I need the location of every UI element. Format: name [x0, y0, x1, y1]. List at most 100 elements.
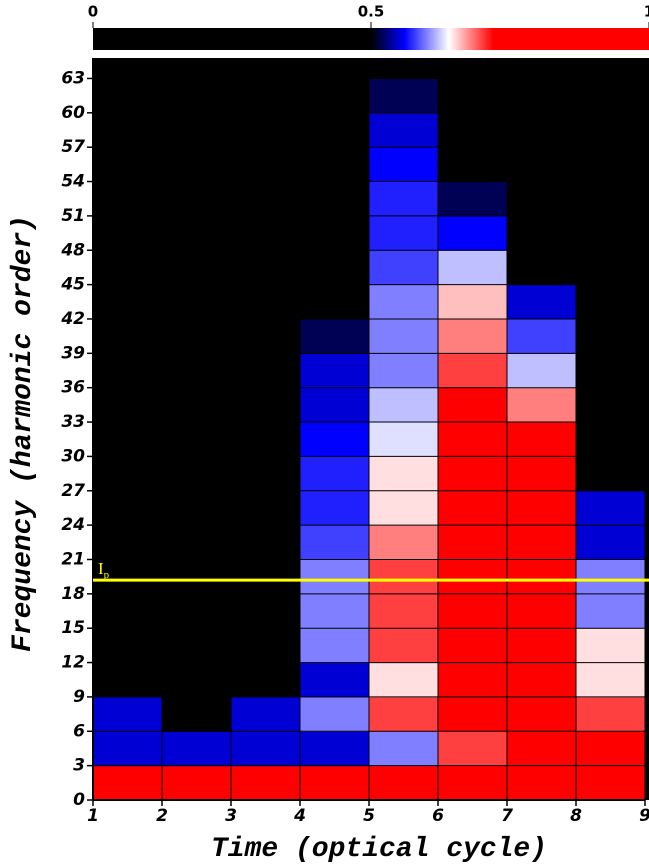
heatmap-cell — [507, 491, 577, 526]
y-tick-label: 3 — [73, 756, 85, 776]
heatmap-cell — [231, 78, 301, 113]
heatmap-cell — [438, 319, 508, 354]
x-tick-label: 9 — [639, 806, 649, 826]
heatmap-cell — [300, 216, 370, 251]
heatmap-cell — [162, 113, 232, 148]
heatmap-cell — [576, 422, 646, 457]
heatmap-cell — [507, 353, 577, 388]
heatmap-cell — [369, 353, 439, 388]
heatmap-cell — [507, 697, 577, 732]
heatmap-cell — [231, 628, 301, 663]
heatmap-cell — [369, 422, 439, 457]
y-axis-label: Frequency (harmonic order) — [8, 215, 39, 652]
heatmap-cell — [300, 559, 370, 594]
heatmap-cell — [93, 422, 163, 457]
heatmap-cell — [93, 250, 163, 285]
heatmap-cell — [231, 456, 301, 491]
heatmap-cell — [162, 594, 232, 629]
heatmap-cell — [300, 113, 370, 148]
heatmap-cell — [231, 697, 301, 732]
heatmap-cell — [93, 147, 163, 182]
heatmap-cell — [438, 216, 508, 251]
y-tick-label: 45 — [60, 275, 85, 295]
heatmap-cell — [576, 456, 646, 491]
heatmap-cell — [507, 216, 577, 251]
heatmap-cell — [300, 663, 370, 698]
heatmap-cell — [369, 663, 439, 698]
heatmap-cell — [300, 319, 370, 354]
heatmap-cell — [300, 285, 370, 320]
heatmap-cell — [438, 628, 508, 663]
heatmap-cell — [438, 731, 508, 766]
heatmap-cell — [93, 491, 163, 526]
heatmap-cell — [369, 147, 439, 182]
x-tick-label: 5 — [363, 806, 375, 826]
heatmap-cell — [507, 78, 577, 113]
y-tick-label: 15 — [61, 618, 85, 638]
heatmap-cell — [576, 697, 646, 732]
heatmap-cell — [576, 216, 646, 251]
heatmap-cell — [369, 250, 439, 285]
heatmap-cell — [369, 182, 439, 217]
heatmap-cell — [162, 182, 232, 217]
heatmap-cell — [93, 594, 163, 629]
heatmap-cell — [576, 353, 646, 388]
heatmap-cell — [576, 731, 646, 766]
heatmap-cell — [507, 594, 577, 629]
heatmap-cell — [93, 628, 163, 663]
heatmap-cell — [162, 697, 232, 732]
x-axis-label: Time (optical cycle) — [211, 834, 547, 865]
heatmap-cell — [576, 285, 646, 320]
y-tick-label: 33 — [61, 412, 85, 432]
heatmap-cell — [300, 731, 370, 766]
x-tick-label: 3 — [225, 806, 237, 826]
y-tick-label: 6 — [73, 721, 85, 741]
heatmap-cell — [231, 525, 301, 560]
heatmap-cell — [231, 663, 301, 698]
y-tick-label: 39 — [61, 343, 85, 363]
heatmap-cell — [438, 525, 508, 560]
heatmap-cell — [162, 491, 232, 526]
heatmap-cell — [93, 78, 163, 113]
heatmap-cell — [438, 491, 508, 526]
heatmap-cell — [369, 525, 439, 560]
heatmap-cell — [93, 731, 163, 766]
heatmap-cell — [93, 697, 163, 732]
colorbar-tick-label: 1 — [644, 3, 649, 21]
heatmap-cell — [300, 388, 370, 423]
heatmap-cell — [507, 731, 577, 766]
y-tick-label: 9 — [73, 687, 85, 707]
heatmap-cell — [438, 594, 508, 629]
heatmap-cell — [162, 147, 232, 182]
heatmap-cell — [438, 697, 508, 732]
heatmap-cell — [576, 388, 646, 423]
y-tick-label: 12 — [61, 653, 85, 673]
heatmap-cell — [162, 559, 232, 594]
heatmap-cell — [231, 353, 301, 388]
heatmap-cell — [507, 147, 577, 182]
y-tick-label: 42 — [60, 309, 85, 329]
heatmap-cell — [231, 216, 301, 251]
x-tick-label: 1 — [87, 806, 99, 826]
heatmap-cell — [438, 182, 508, 217]
heatmap-cell — [438, 353, 508, 388]
y-tick-label: 54 — [61, 172, 85, 192]
heatmap-cell — [507, 456, 577, 491]
heatmap-cell — [231, 113, 301, 148]
heatmap-cell — [300, 628, 370, 663]
y-tick-label: 21 — [61, 549, 85, 569]
heatmap-cell — [369, 594, 439, 629]
heatmap-cell — [231, 491, 301, 526]
heatmap-cell — [231, 388, 301, 423]
heatmap-cell — [93, 182, 163, 217]
heatmap-cell — [300, 697, 370, 732]
heatmap-cell — [162, 78, 232, 113]
heatmap-cell — [369, 731, 439, 766]
heatmap-cell — [576, 663, 646, 698]
heatmap-cell — [369, 766, 439, 801]
heatmap-cell — [369, 456, 439, 491]
ip-label-sub: p — [104, 569, 110, 581]
y-tick-label: 51 — [61, 206, 85, 226]
